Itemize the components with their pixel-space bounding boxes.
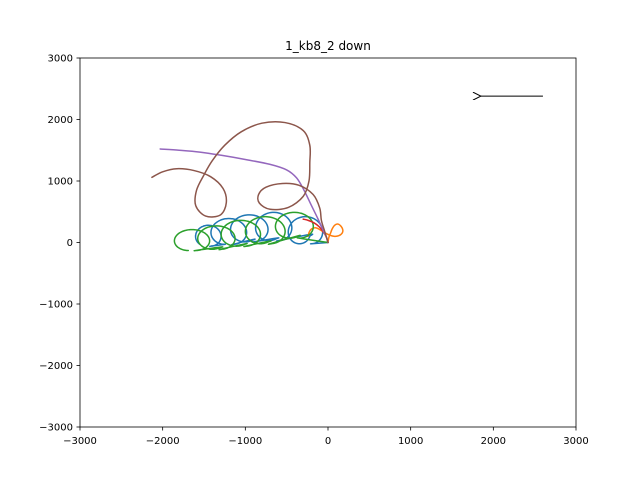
series-line-6: [151, 121, 329, 244]
x-tick-label: −1000: [228, 436, 262, 447]
y-tick-label: 3000: [48, 54, 73, 65]
y-tick-label: 0: [67, 238, 73, 249]
series-layer: [151, 121, 344, 252]
x-tick-label: 1000: [398, 436, 423, 447]
y-axis: −3000 −2000 −1000 0 1000 2000 3000: [39, 54, 80, 434]
x-tick-label: 3000: [563, 436, 588, 447]
y-tick-label: −3000: [39, 423, 73, 434]
y-tick-label: −2000: [39, 361, 73, 372]
x-axis: −3000 −2000 −1000 0 1000 2000 3000: [63, 427, 589, 447]
x-tick-label: −3000: [63, 436, 97, 447]
y-tick-label: 2000: [48, 115, 73, 126]
y-tick-label: −1000: [39, 300, 73, 311]
x-tick-label: 2000: [481, 436, 506, 447]
y-tick-label: 1000: [48, 177, 73, 188]
series-line-3: [173, 211, 329, 252]
series-line-5: [159, 148, 329, 244]
x-tick-label: −2000: [146, 436, 180, 447]
series-line-1: [194, 211, 329, 248]
series-line-2: [307, 223, 344, 244]
chart-title: 1_kb8_2 down: [285, 39, 371, 53]
x-tick-label: 0: [325, 436, 331, 447]
